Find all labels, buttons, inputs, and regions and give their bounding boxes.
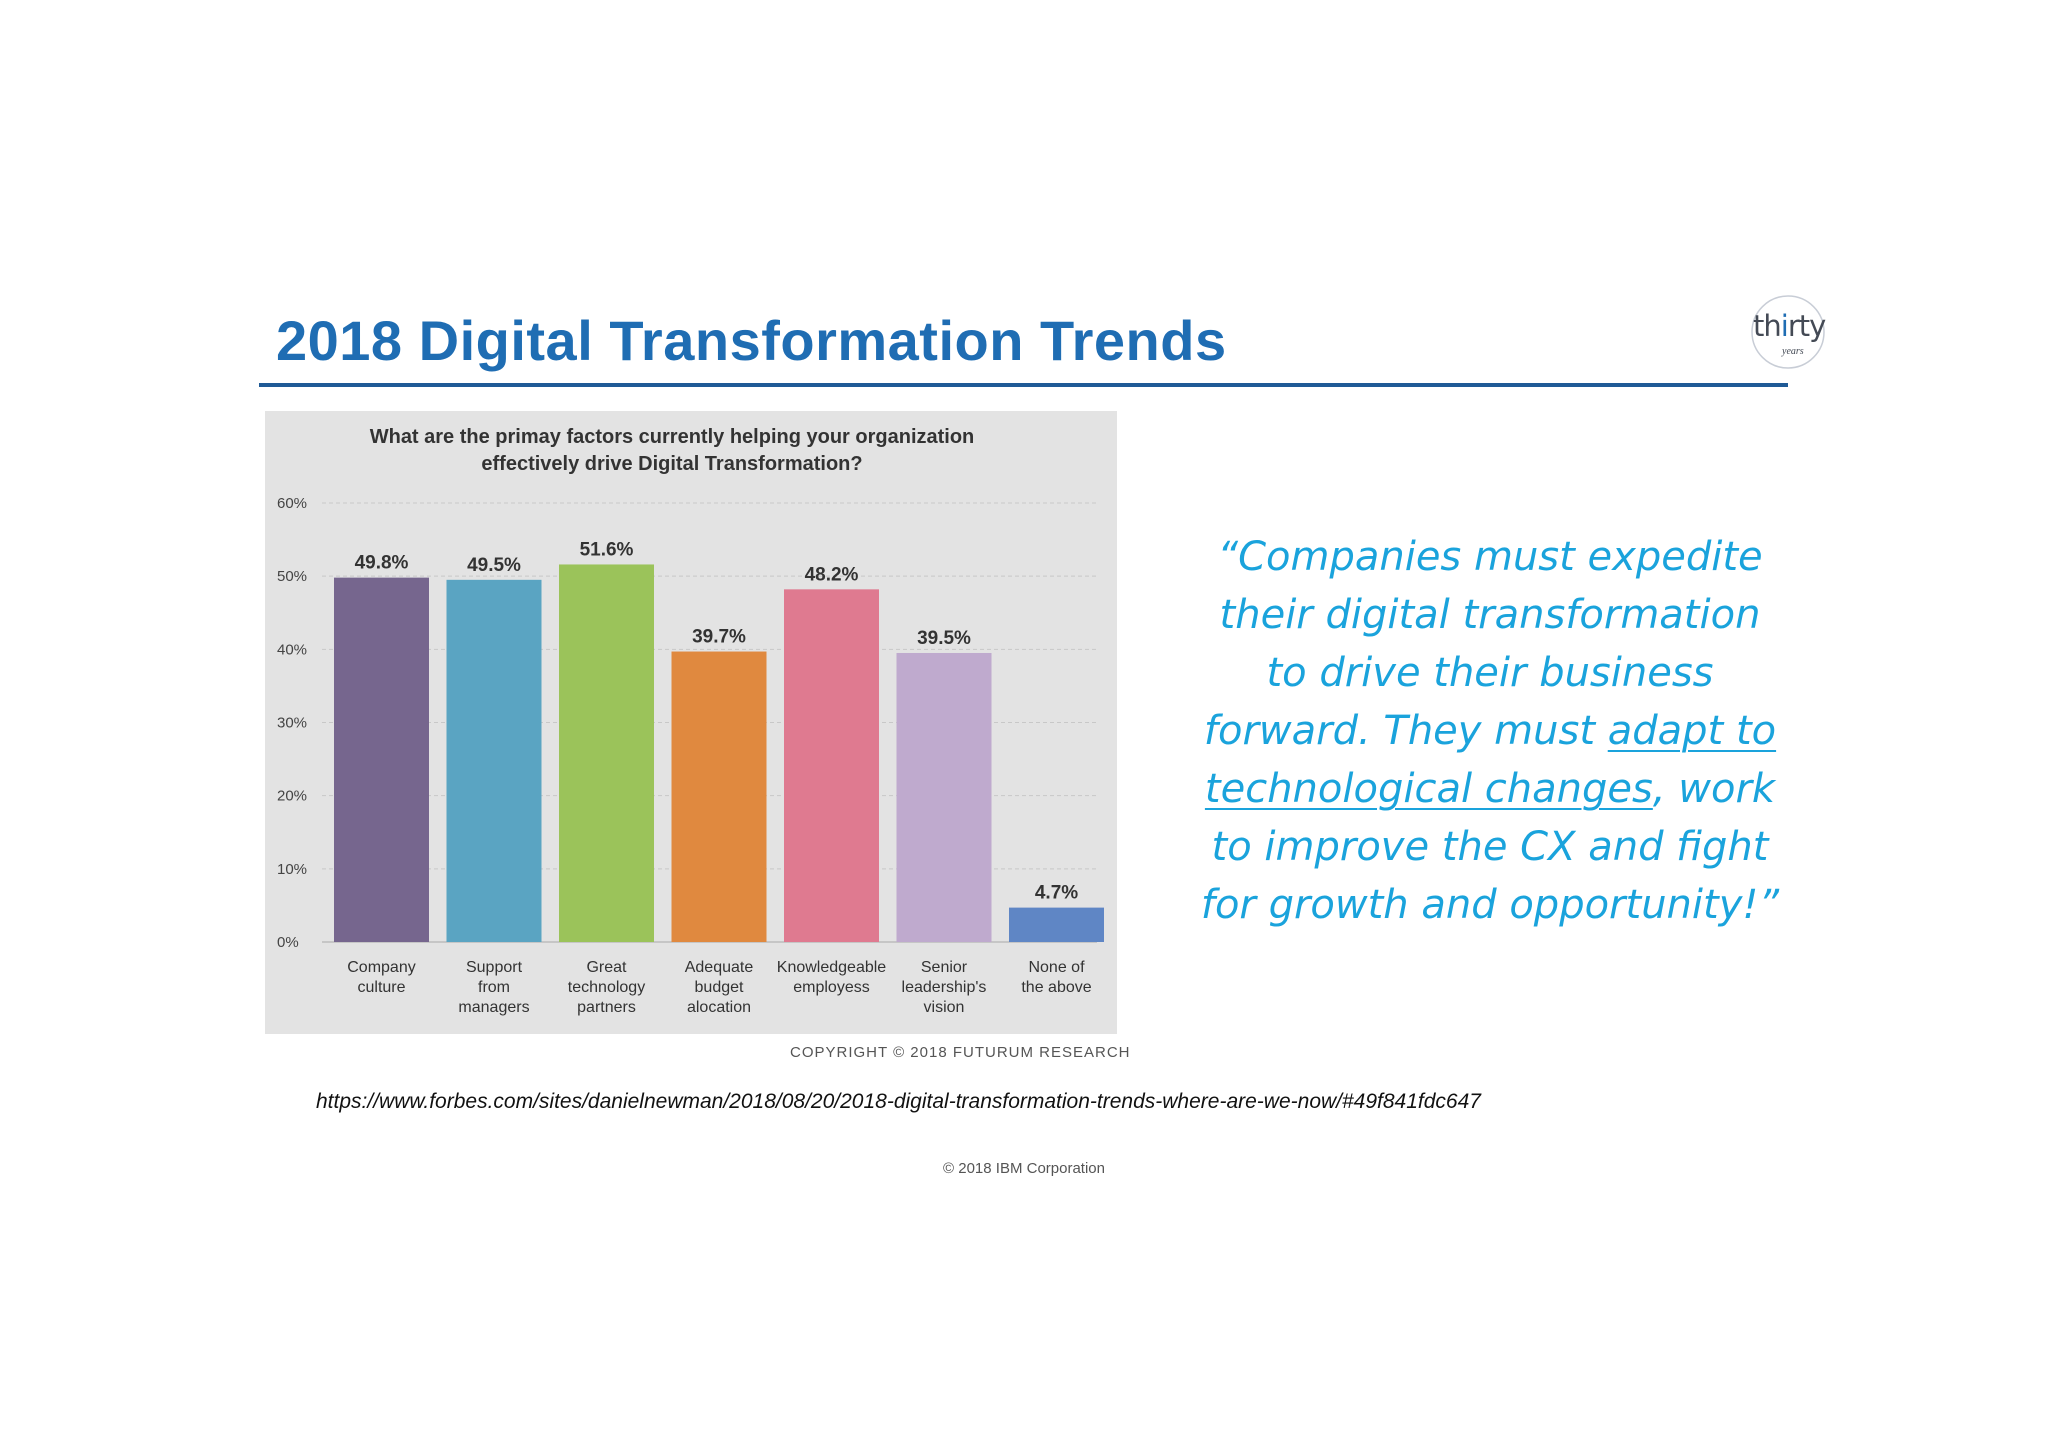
x-tick-label: Adequate bbox=[685, 959, 754, 976]
x-tick-label: Great bbox=[586, 959, 627, 976]
bar bbox=[559, 564, 654, 942]
x-tick-label: technology bbox=[568, 979, 645, 996]
y-tick-label: 20% bbox=[277, 788, 307, 805]
y-tick-label: 40% bbox=[277, 641, 307, 658]
x-tick-label: partners bbox=[577, 999, 636, 1016]
bar bbox=[671, 651, 767, 942]
quote-line-4: forward. They must adapt to bbox=[1203, 708, 1777, 754]
quote-link-part-1[interactable]: adapt to bbox=[1607, 708, 1777, 754]
quote-line-1: “Companies must expedite bbox=[1217, 534, 1763, 580]
bar bbox=[1009, 907, 1104, 942]
x-tick-label: budget bbox=[695, 979, 744, 996]
data-label: 48.2% bbox=[805, 564, 859, 585]
source-url[interactable]: https://www.forbes.com/sites/danielnewma… bbox=[316, 1090, 1481, 1113]
bar bbox=[784, 589, 879, 942]
chart-title-line-1: What are the primay factors currently he… bbox=[370, 426, 975, 448]
x-tick-label: vision bbox=[924, 999, 965, 1016]
x-tick-label: culture bbox=[357, 979, 405, 996]
quote-link-part-2[interactable]: technological changes bbox=[1204, 766, 1653, 812]
quote-line-3: to drive their business bbox=[1266, 650, 1714, 696]
bar bbox=[446, 579, 542, 942]
y-tick-label: 10% bbox=[277, 861, 307, 878]
x-tick-label: alocation bbox=[687, 999, 751, 1016]
quote: “Companies must expedite their digital t… bbox=[1180, 528, 1800, 934]
x-tick-label: Knowledgeable bbox=[777, 959, 887, 976]
x-tick-label: from bbox=[478, 979, 510, 996]
logo-wordmark: thirty bbox=[1753, 309, 1826, 343]
quote-line-5: technological changes, work bbox=[1204, 766, 1776, 812]
bar-chart: What are the primay factors currently he… bbox=[277, 426, 1104, 1016]
thirty-years-logo bbox=[1751, 295, 1825, 369]
chart-title-line-2: effectively drive Digital Transformation… bbox=[481, 453, 862, 475]
x-tick-label: the above bbox=[1021, 979, 1091, 996]
bar bbox=[896, 652, 992, 942]
x-tick-label: Senior bbox=[921, 959, 968, 976]
footer-copyright: © 2018 IBM Corporation bbox=[943, 1160, 1105, 1177]
data-label: 51.6% bbox=[580, 539, 634, 560]
x-tick-label: managers bbox=[458, 999, 529, 1016]
x-tick-label: None of bbox=[1028, 959, 1085, 976]
y-tick-label: 50% bbox=[277, 568, 307, 585]
quote-line-6: to improve the CX and fight bbox=[1211, 824, 1769, 870]
x-tick-label: employess bbox=[793, 979, 869, 996]
chart-copyright: COPYRIGHT © 2018 FUTURUM RESEARCH bbox=[790, 1044, 1131, 1061]
x-tick-label: Support bbox=[466, 959, 523, 976]
slide-title: 2018 Digital Transformation Trends bbox=[276, 309, 1227, 372]
title-rule bbox=[259, 383, 1788, 387]
data-label: 39.7% bbox=[692, 627, 746, 648]
data-label: 49.8% bbox=[355, 553, 409, 574]
data-label: 4.7% bbox=[1035, 883, 1078, 904]
y-tick-label: 30% bbox=[277, 715, 307, 732]
quote-line-7: for growth and opportunity!” bbox=[1200, 882, 1780, 928]
bar bbox=[334, 577, 429, 942]
quote-line-2: their digital transformation bbox=[1219, 592, 1761, 638]
data-label: 49.5% bbox=[467, 555, 521, 576]
x-tick-label: Company bbox=[347, 959, 415, 976]
logo-subtext: years bbox=[1782, 346, 1804, 357]
chart-panel: What are the primay factors currently he… bbox=[265, 411, 1117, 1034]
y-tick-label: 60% bbox=[277, 495, 307, 512]
y-tick-label: 0% bbox=[277, 934, 299, 951]
x-tick-label: leadership's bbox=[902, 979, 987, 996]
data-label: 39.5% bbox=[917, 628, 971, 649]
